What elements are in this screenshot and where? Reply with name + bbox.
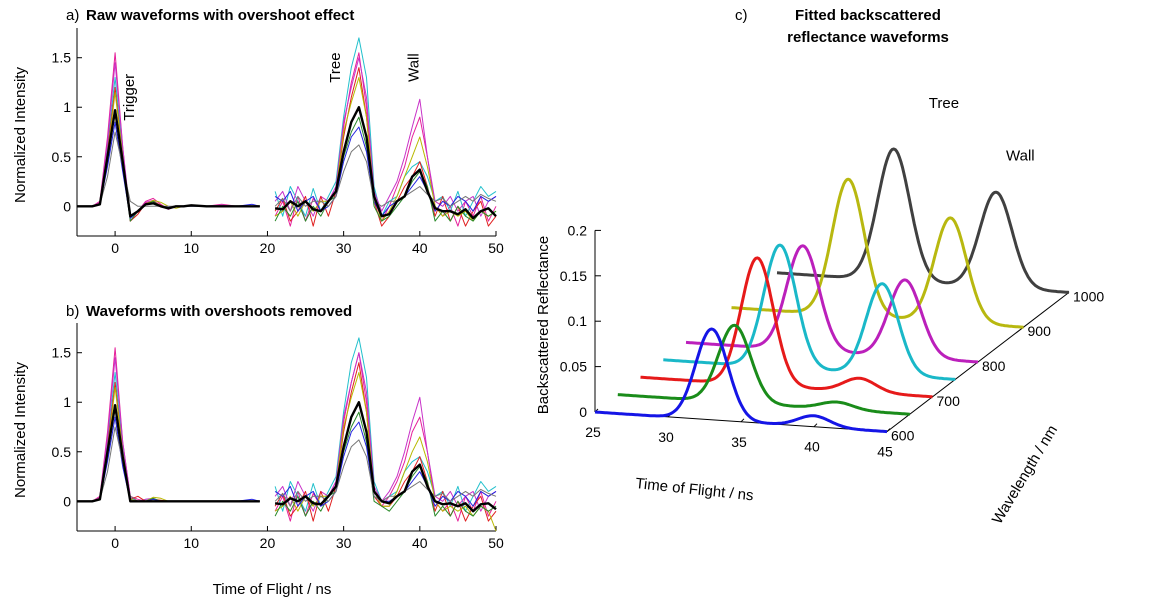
panel-a-y-tick-label: 0: [63, 198, 71, 214]
panel-b-x-tick-label: 50: [488, 535, 504, 551]
panel-c-z-tick-label: 900: [1028, 323, 1052, 339]
panel-b-series-target-line: [274, 439, 497, 507]
panel-c-x-tick: [740, 418, 745, 423]
annotation-tree: Tree: [327, 52, 344, 82]
panel-b-x-tick-label: 20: [260, 535, 276, 551]
panel-c-title-line2: reflectance waveforms: [787, 29, 949, 46]
panel-c-z-tick-label: 1000: [1073, 288, 1104, 304]
panel-c-x-tick-label: 30: [658, 429, 674, 445]
panel-c-waveform-line: [594, 327, 888, 434]
panel-a-x-tick-label: 50: [488, 240, 504, 256]
panel-b-title: Waveforms with overshoots removed: [86, 303, 352, 320]
panel-a-x-tick-label: 20: [260, 240, 276, 256]
panel-c-waveform-line: [776, 147, 1070, 294]
annotation-wall-c: Wall: [1006, 147, 1035, 164]
panel-c-waveform-line: [617, 323, 910, 416]
panel-a: a) Raw waveforms with overshoot effect N…: [12, 7, 504, 256]
annotation-tree-c: Tree: [929, 95, 959, 112]
panel-b: b) Waveforms with overshoots removed Nor…: [12, 303, 504, 598]
panel-c-x-tick-label: 35: [731, 434, 747, 450]
panel-b-series-target-line: [274, 401, 497, 513]
panel-c-waveform-line: [663, 243, 956, 381]
panel-c-waveform-line: [640, 256, 933, 399]
panel-a-x-tick-label: 40: [412, 240, 428, 256]
panel-b-series-target-line: [274, 411, 497, 517]
panel-b-ylabel: Normalized Intensity: [12, 362, 29, 498]
panel-b-xlabel: Time of Flight / ns: [213, 581, 332, 598]
panel-a-plot: 0 10 20 30 40 50 0 0.5 1 1.5: [52, 28, 504, 256]
panel-c-x-tick-label: 40: [804, 439, 820, 455]
panel-c-title-line1: Fitted backscattered: [795, 7, 941, 24]
panel-c-y-tick-label: 0: [579, 404, 587, 420]
panel-b-series-target-line: [274, 352, 497, 512]
panel-c-xlabel: Time of Flight / ns: [635, 475, 755, 504]
panel-a-y-tick-label: 1: [63, 99, 71, 115]
panel-a-series-trigger-line: [77, 52, 260, 222]
panel-a-series-trigger-line: [77, 62, 260, 217]
panel-a-x-tick-label: 0: [111, 240, 119, 256]
panel-b-series-trigger-line: [77, 357, 260, 502]
panel-b-label: b): [66, 303, 79, 320]
panel-a-series-target-line: [274, 67, 497, 227]
panel-a-y-tick-label: 1.5: [52, 50, 72, 66]
panel-c-waveform-line: [685, 244, 979, 364]
annotation-trigger: Trigger: [121, 74, 138, 121]
panel-a-series-trigger-line: [77, 77, 260, 219]
panel-a-series-trigger-line: [77, 86, 260, 222]
panel-a-series-trigger-line: [77, 108, 260, 218]
panel-c-y-tick-label: 0.05: [560, 359, 587, 375]
panel-a-series-trigger-line: [77, 91, 260, 217]
panel-a-series-target-line: [274, 144, 497, 212]
panel-b-plot: 0 10 20 30 40 50 0 0.5 1 1.5: [52, 323, 504, 551]
panel-a-ylabel: Normalized Intensity: [12, 67, 29, 203]
panel-c-zlabel: Wavelength / nm: [989, 422, 1061, 527]
panel-c-z-tick-label: 600: [891, 428, 915, 444]
annotation-wall: Wall: [405, 53, 422, 82]
panel-a-label: a): [66, 7, 79, 24]
panel-a-x-tick-label: 10: [183, 240, 199, 256]
panel-b-y-tick-label: 1: [63, 394, 71, 410]
panel-a-y-tick-label: 0.5: [52, 149, 72, 165]
panel-c: c) Fitted backscattered reflectance wave…: [535, 7, 1104, 527]
panel-c-z-tick-label: 700: [937, 393, 961, 409]
panel-a-series-target-line: [274, 57, 497, 217]
panel-b-y-tick-label: 0.5: [52, 444, 72, 460]
panel-c-z-tick-label: 800: [982, 358, 1006, 374]
panel-b-x-tick-label: 10: [183, 535, 199, 551]
panel-c-x-tick: [813, 423, 818, 428]
panel-c-x-tick-label: 45: [877, 444, 893, 460]
panel-a-series-target-line: [274, 37, 497, 217]
panel-c-y-tick-label: 0.2: [568, 222, 588, 238]
panel-b-series-trigger-line: [77, 404, 260, 503]
panel-a-series-target-line: [274, 126, 497, 217]
panel-c-ylabel: Backscattered Reflectance: [535, 236, 552, 414]
panel-c-x-tick-label: 25: [585, 424, 601, 440]
panel-b-y-tick-label: 1.5: [52, 345, 72, 361]
panel-b-series-target-line: [274, 337, 497, 512]
panel-a-x-tick-label: 30: [336, 240, 352, 256]
panel-a-title: Raw waveforms with overshoot effect: [86, 7, 354, 24]
panel-b-x-tick-label: 30: [336, 535, 352, 551]
panel-b-y-tick-label: 0: [63, 493, 71, 509]
panel-c-y-tick-label: 0.15: [560, 268, 587, 284]
panel-b-x-tick-label: 0: [111, 535, 119, 551]
panel-a-series-target-line: [274, 105, 497, 220]
panel-c-y-tick-label: 0.1: [568, 313, 588, 329]
panel-c-label: c): [735, 7, 748, 24]
panel-b-x-tick-label: 40: [412, 535, 428, 551]
